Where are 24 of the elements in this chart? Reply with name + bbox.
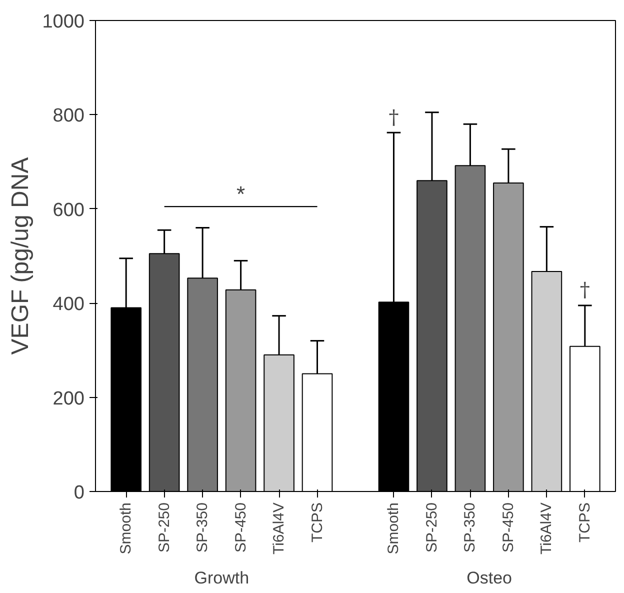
y-axis-title: VEGF (pg/ug DNA (7, 157, 34, 355)
y-tick-label: 1000 (42, 12, 85, 32)
annotation: † (388, 104, 399, 129)
x-tick-label: TCPS (308, 502, 326, 543)
y-tick-label: 600 (52, 200, 84, 221)
x-tick-label: SP-350 (462, 502, 479, 553)
x-tick-label: Smooth (118, 502, 135, 554)
y-tick-label: 0 (74, 482, 85, 504)
x-tick-label: SP-250 (423, 502, 440, 553)
x-tick-label: SP-450 (500, 502, 517, 553)
text: Osteo (466, 568, 512, 588)
x-tick-label: SP-450 (232, 502, 250, 553)
annotation: * (236, 182, 246, 207)
x-tick-label: Ti6Al4V (538, 502, 556, 554)
x-tick-label: TCPS (576, 502, 594, 543)
x-tick-label: SP-250 (156, 502, 173, 553)
y-tick-label: 400 (52, 294, 84, 316)
x-tick-label: Ti6Al4V (270, 502, 288, 554)
y-tick-label: 200 (52, 388, 84, 410)
x-tick-label: SP-350 (194, 502, 212, 553)
text: Growth (194, 568, 250, 588)
x-tick-label: Smooth (385, 502, 402, 554)
y-tick-label: 800 (52, 106, 84, 127)
annotation: † (580, 278, 590, 302)
